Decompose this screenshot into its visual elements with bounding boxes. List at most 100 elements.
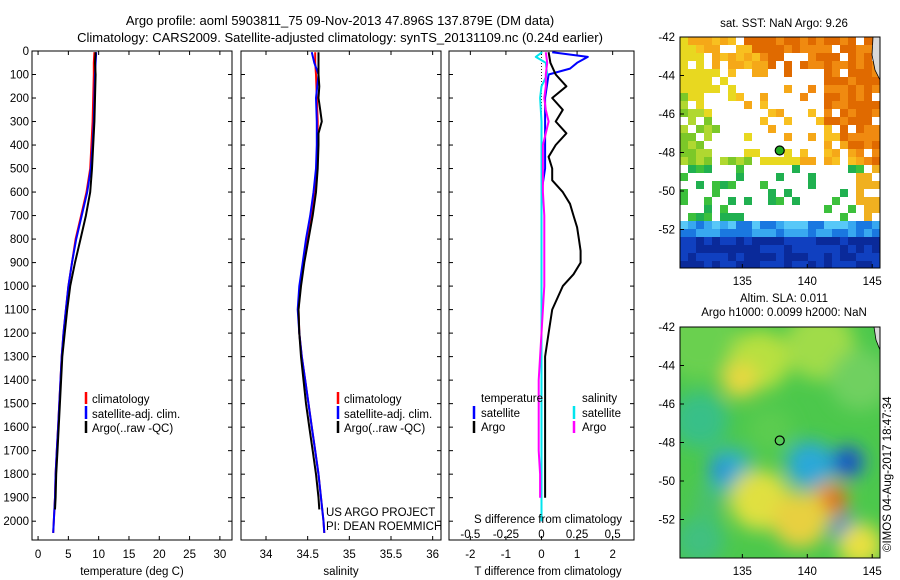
sst-cell xyxy=(872,261,880,268)
y-tick-label: 100 xyxy=(10,70,29,82)
sst-cell xyxy=(680,229,688,237)
figure-title-line1: Argo profile: aoml 5903811_75 09-Nov-201… xyxy=(126,13,554,28)
sst-cell xyxy=(680,37,688,45)
sst-cell xyxy=(856,173,864,181)
sst-cell xyxy=(832,261,840,268)
series-line-climatology xyxy=(52,52,96,533)
sst-cell xyxy=(840,213,848,221)
sst-cell xyxy=(800,221,808,229)
sst-cell xyxy=(856,237,864,245)
sst-cell xyxy=(744,37,752,45)
sst-cell xyxy=(816,45,824,53)
sst-cell xyxy=(864,101,872,109)
sst-cell xyxy=(704,221,712,229)
y-tick-label: 900 xyxy=(10,258,29,270)
sst-cell xyxy=(680,85,688,93)
sst-cell xyxy=(800,157,808,165)
sst-coastline xyxy=(871,37,880,81)
sst-cell xyxy=(736,253,744,261)
sst-cell xyxy=(872,101,880,109)
sst-map-axes: 135 140 145 -42 -44 -46 -48 -50 -52 xyxy=(658,32,881,288)
sst-cell xyxy=(872,125,880,133)
sst-cell xyxy=(680,69,688,77)
sst-cell xyxy=(712,221,720,229)
sst-cell xyxy=(864,45,872,53)
sst-cell xyxy=(696,213,704,221)
sst-cell xyxy=(720,205,728,213)
sst-cell xyxy=(752,229,760,237)
sst-cell xyxy=(864,61,872,69)
map-y-tick-label: -48 xyxy=(658,438,675,450)
temperature-panel-frame xyxy=(31,50,233,541)
sst-cell xyxy=(720,221,728,229)
sst-cell xyxy=(816,61,824,69)
map-y-tick-label: -42 xyxy=(658,322,675,334)
sst-cell xyxy=(688,157,696,165)
sst-cell xyxy=(824,261,832,268)
sst-cell xyxy=(848,221,856,229)
sst-cell xyxy=(848,141,856,149)
sla-map-field xyxy=(680,327,880,558)
sst-cell xyxy=(736,61,744,69)
sst-cell xyxy=(752,53,760,61)
sst-cell xyxy=(808,173,816,181)
map-y-tick-label: -52 xyxy=(658,225,675,237)
sla-coastline xyxy=(873,327,880,351)
sst-cell xyxy=(784,261,792,268)
sst-cell xyxy=(848,133,856,141)
y-tick-label: 2000 xyxy=(3,516,29,528)
sst-cell xyxy=(848,253,856,261)
series-group xyxy=(296,51,326,533)
legend-label-s-argo: Argo xyxy=(582,422,606,434)
sst-cell xyxy=(832,101,840,109)
sla-blob xyxy=(772,492,828,548)
sst-cell xyxy=(832,237,840,245)
sst-cell xyxy=(800,261,808,268)
sst-cell xyxy=(704,197,712,205)
sst-cell xyxy=(856,149,864,157)
x-tick-label: 20 xyxy=(153,549,166,561)
sst-cell xyxy=(832,253,840,261)
sst-cell xyxy=(680,109,688,117)
sst-cell xyxy=(712,45,720,53)
sst-cell xyxy=(800,245,808,253)
sst-cell xyxy=(768,53,776,61)
sst-cell xyxy=(840,189,848,197)
sla-blob xyxy=(838,523,880,558)
sst-cell xyxy=(728,229,736,237)
sst-cell xyxy=(744,133,752,141)
sst-cell xyxy=(784,221,792,229)
sst-cell xyxy=(864,117,872,125)
sst-cell xyxy=(688,45,696,53)
sst-cell xyxy=(856,197,864,205)
sst-cell xyxy=(848,93,856,101)
sst-cell xyxy=(864,197,872,205)
y-tick-label: 1600 xyxy=(3,422,29,434)
sst-cell xyxy=(712,237,720,245)
sst-cell xyxy=(856,141,864,149)
sst-cell xyxy=(808,37,816,45)
sst-cell xyxy=(856,189,864,197)
sst-cell xyxy=(872,109,880,117)
sst-cell xyxy=(840,93,848,101)
map-y-tick-label: -42 xyxy=(658,32,675,44)
sst-cell xyxy=(864,229,872,237)
sst-cell xyxy=(736,221,744,229)
sst-cell xyxy=(872,77,880,85)
sst-cell xyxy=(840,253,848,261)
sst-cell xyxy=(704,237,712,245)
sst-cell xyxy=(848,61,856,69)
x-tick-label: -1 xyxy=(501,549,511,561)
sst-cell xyxy=(824,61,832,69)
sst-cell xyxy=(792,261,800,268)
sst-cell xyxy=(768,157,776,165)
x-tick-label: 35 xyxy=(343,549,356,561)
sst-argo-position-marker xyxy=(774,145,785,156)
sst-cell xyxy=(680,101,688,109)
top-tick-label: 0.25 xyxy=(566,529,588,541)
legend-label-climatology: climatology xyxy=(344,394,402,406)
sst-cell xyxy=(848,165,856,173)
sst-cell xyxy=(736,245,744,253)
sst-cell xyxy=(704,77,712,85)
sst-cell xyxy=(736,157,744,165)
